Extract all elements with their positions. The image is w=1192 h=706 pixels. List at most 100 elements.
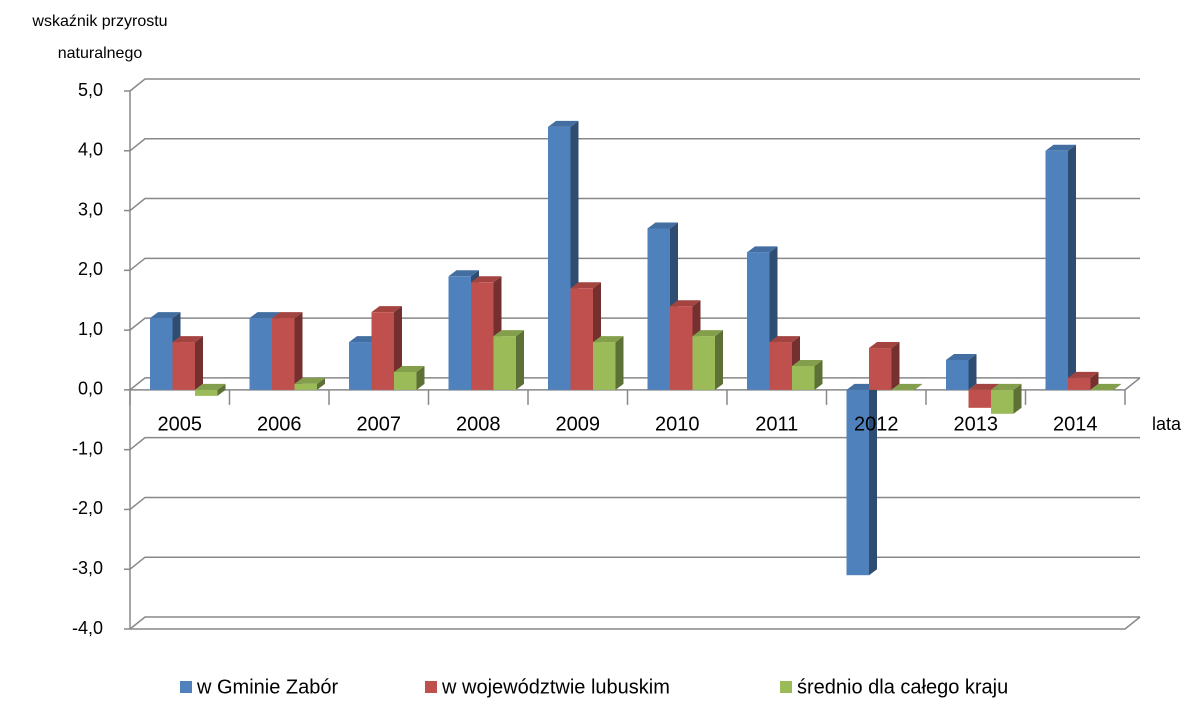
bar-side	[914, 383, 922, 391]
bar	[968, 389, 991, 408]
bar-top	[647, 222, 678, 229]
bar	[349, 342, 372, 390]
bar-top	[946, 354, 977, 360]
legend-label: średnio dla całego kraju	[797, 676, 1008, 698]
bar-top	[172, 336, 203, 343]
bar-side	[968, 354, 977, 390]
grid-line	[129, 436, 1140, 451]
grid-line	[129, 556, 1140, 570]
grid-line	[129, 317, 1140, 331]
y-tick-label: -1,0	[72, 438, 103, 458]
bar	[172, 342, 195, 390]
x-tick-label: 2005	[158, 413, 203, 435]
bar	[1090, 389, 1113, 391]
bar-top	[593, 336, 624, 343]
bar-side	[195, 336, 203, 390]
x-axis-label: lata	[1152, 414, 1182, 434]
bar-top	[150, 312, 181, 319]
grid-line	[129, 138, 1140, 152]
legend-swatch	[425, 681, 437, 693]
bar	[991, 389, 1014, 414]
bar-top	[769, 336, 800, 343]
bar-top	[448, 270, 479, 277]
bar-top	[1090, 383, 1121, 390]
y-tick-label: -4,0	[72, 618, 103, 638]
bar	[371, 312, 394, 390]
bar-top	[471, 276, 502, 283]
x-tick-label: 2013	[954, 413, 999, 435]
bar-top	[869, 342, 900, 349]
y-tick-label: 5,0	[78, 80, 103, 100]
bar	[869, 348, 892, 390]
bar-side	[217, 383, 226, 396]
y-axis-label: wskaźnik przyrostu	[31, 13, 167, 30]
bar	[670, 306, 693, 390]
y-axis-label: naturalnego	[58, 45, 143, 62]
grid-line	[129, 616, 1140, 630]
bar-side	[891, 342, 900, 390]
legend-label: w województwie lubuskim	[441, 676, 670, 698]
bar-side	[294, 312, 303, 390]
bar-top	[1068, 371, 1099, 378]
bar	[946, 360, 969, 390]
x-tick-label: 2008	[456, 413, 501, 435]
y-tick-label: 1,0	[78, 319, 103, 339]
bar-top	[249, 312, 280, 319]
bar-top	[195, 383, 226, 390]
x-tick-label: 2010	[655, 413, 700, 435]
y-tick-label: 2,0	[78, 259, 103, 279]
x-tick-label: 2014	[1053, 413, 1098, 435]
bar	[272, 318, 295, 390]
bar-top	[891, 383, 922, 390]
bar-side	[1113, 383, 1121, 391]
bar	[448, 276, 471, 390]
bar	[394, 371, 417, 390]
bar	[692, 336, 715, 390]
bar	[891, 389, 914, 391]
bar	[769, 342, 792, 390]
x-tick-label: 2012	[854, 413, 899, 435]
x-tick-label: 2011	[755, 413, 798, 435]
bar-side	[1013, 383, 1022, 414]
bar	[570, 288, 593, 390]
bar-side	[516, 330, 524, 390]
bar	[1045, 150, 1068, 390]
legend-swatch	[180, 681, 192, 693]
bar-side	[317, 377, 325, 390]
bar-side	[1068, 144, 1076, 390]
bar-side	[814, 359, 823, 390]
bar	[471, 282, 494, 390]
bar	[593, 342, 616, 390]
bar-top	[394, 365, 425, 372]
bar-top	[792, 359, 823, 366]
bar-top	[747, 246, 778, 253]
bar-top	[692, 330, 723, 337]
bar-side	[1090, 371, 1099, 390]
bar	[1068, 377, 1091, 390]
bar	[792, 365, 815, 390]
bar-top	[670, 300, 701, 307]
legend-swatch	[780, 681, 792, 693]
grid-line	[129, 197, 1140, 212]
bar-top	[548, 120, 579, 127]
bar-top	[570, 282, 601, 289]
x-tick-label: 2007	[357, 413, 402, 435]
bar-top	[1045, 144, 1076, 151]
bar	[150, 318, 173, 390]
bar	[249, 318, 272, 390]
bar-side	[869, 383, 877, 576]
bar	[747, 252, 770, 390]
y-tick-label: 3,0	[78, 199, 103, 219]
bar-top	[272, 312, 303, 319]
bar-side	[416, 365, 425, 390]
y-tick-label: -2,0	[72, 498, 103, 518]
bar	[294, 383, 317, 390]
grid-line	[129, 78, 1140, 92]
bar-side	[615, 336, 624, 390]
x-tick-label: 2009	[556, 413, 601, 435]
bar	[548, 126, 571, 390]
bar-top	[294, 377, 325, 384]
x-tick-label: 2006	[257, 413, 302, 435]
bar-top	[493, 330, 524, 337]
